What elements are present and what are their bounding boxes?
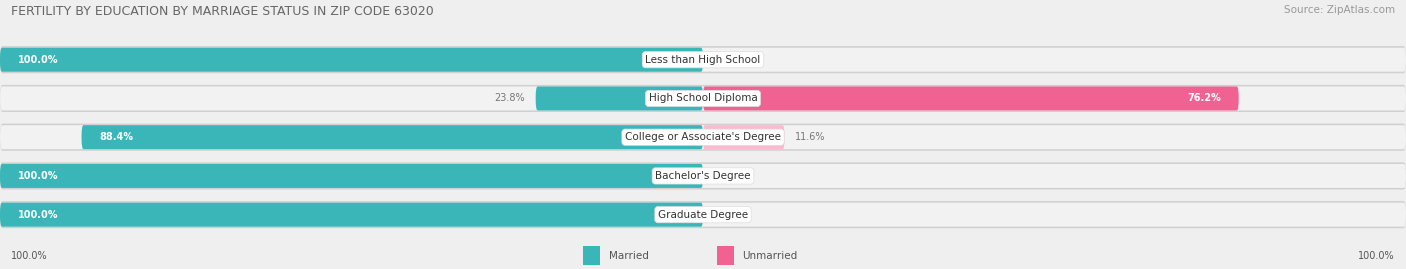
FancyBboxPatch shape xyxy=(0,86,1406,111)
FancyBboxPatch shape xyxy=(0,201,1406,228)
Text: 100.0%: 100.0% xyxy=(1358,250,1395,261)
Text: Married: Married xyxy=(609,250,648,261)
Text: 0.0%: 0.0% xyxy=(724,171,748,181)
FancyBboxPatch shape xyxy=(0,48,703,72)
FancyBboxPatch shape xyxy=(0,164,1406,188)
Text: 11.6%: 11.6% xyxy=(796,132,825,142)
FancyBboxPatch shape xyxy=(703,125,785,149)
Text: 100.0%: 100.0% xyxy=(11,250,48,261)
FancyBboxPatch shape xyxy=(0,46,1406,73)
FancyBboxPatch shape xyxy=(0,124,1406,151)
FancyBboxPatch shape xyxy=(703,86,1239,111)
FancyBboxPatch shape xyxy=(0,164,703,188)
Text: College or Associate's Degree: College or Associate's Degree xyxy=(626,132,780,142)
Text: 88.4%: 88.4% xyxy=(98,132,134,142)
Text: Graduate Degree: Graduate Degree xyxy=(658,210,748,220)
FancyBboxPatch shape xyxy=(0,125,1406,149)
Text: Less than High School: Less than High School xyxy=(645,55,761,65)
FancyBboxPatch shape xyxy=(0,85,1406,112)
FancyBboxPatch shape xyxy=(0,162,1406,189)
Text: Bachelor's Degree: Bachelor's Degree xyxy=(655,171,751,181)
Text: Source: ZipAtlas.com: Source: ZipAtlas.com xyxy=(1284,5,1395,15)
Text: 100.0%: 100.0% xyxy=(17,210,58,220)
FancyBboxPatch shape xyxy=(536,86,703,111)
Text: High School Diploma: High School Diploma xyxy=(648,93,758,104)
Text: 76.2%: 76.2% xyxy=(1187,93,1220,104)
FancyBboxPatch shape xyxy=(0,48,1406,72)
FancyBboxPatch shape xyxy=(0,203,1406,227)
Text: 100.0%: 100.0% xyxy=(17,55,58,65)
Text: 0.0%: 0.0% xyxy=(724,210,748,220)
FancyBboxPatch shape xyxy=(82,125,703,149)
Text: 23.8%: 23.8% xyxy=(495,93,526,104)
FancyBboxPatch shape xyxy=(0,203,703,227)
Text: 0.0%: 0.0% xyxy=(724,55,748,65)
Text: 100.0%: 100.0% xyxy=(17,171,58,181)
Text: Unmarried: Unmarried xyxy=(742,250,797,261)
Text: FERTILITY BY EDUCATION BY MARRIAGE STATUS IN ZIP CODE 63020: FERTILITY BY EDUCATION BY MARRIAGE STATU… xyxy=(11,5,434,18)
